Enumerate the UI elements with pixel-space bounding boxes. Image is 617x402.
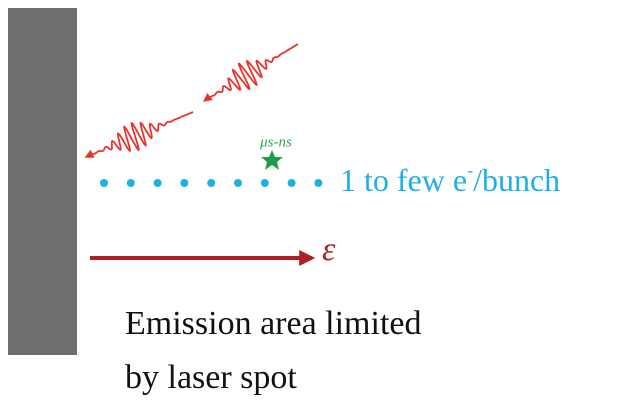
electron <box>288 179 296 187</box>
caption-line: Emission area limited <box>125 305 422 342</box>
emission-star <box>261 150 283 170</box>
timing-label: μs-ns <box>259 134 292 150</box>
electron <box>234 179 242 187</box>
electron <box>314 179 322 187</box>
electron <box>127 179 135 187</box>
photon <box>204 44 298 101</box>
electron-bunch <box>100 179 322 187</box>
beam-label-suffix: /bunch <box>473 162 560 198</box>
diagram: μs-ns 1 to few e-/bunch ε Emission area … <box>0 0 617 402</box>
caption-line: by laser spot <box>125 359 297 396</box>
beam-label-main: 1 to few e <box>340 162 467 198</box>
electron <box>100 179 108 187</box>
electron <box>180 179 188 187</box>
beam-label: 1 to few e-/bunch <box>340 160 560 198</box>
electron <box>261 179 269 187</box>
field-label: ε <box>322 231 336 268</box>
cathode-plate <box>8 8 77 355</box>
electron <box>207 179 215 187</box>
photon <box>86 112 193 157</box>
electron <box>154 179 162 187</box>
